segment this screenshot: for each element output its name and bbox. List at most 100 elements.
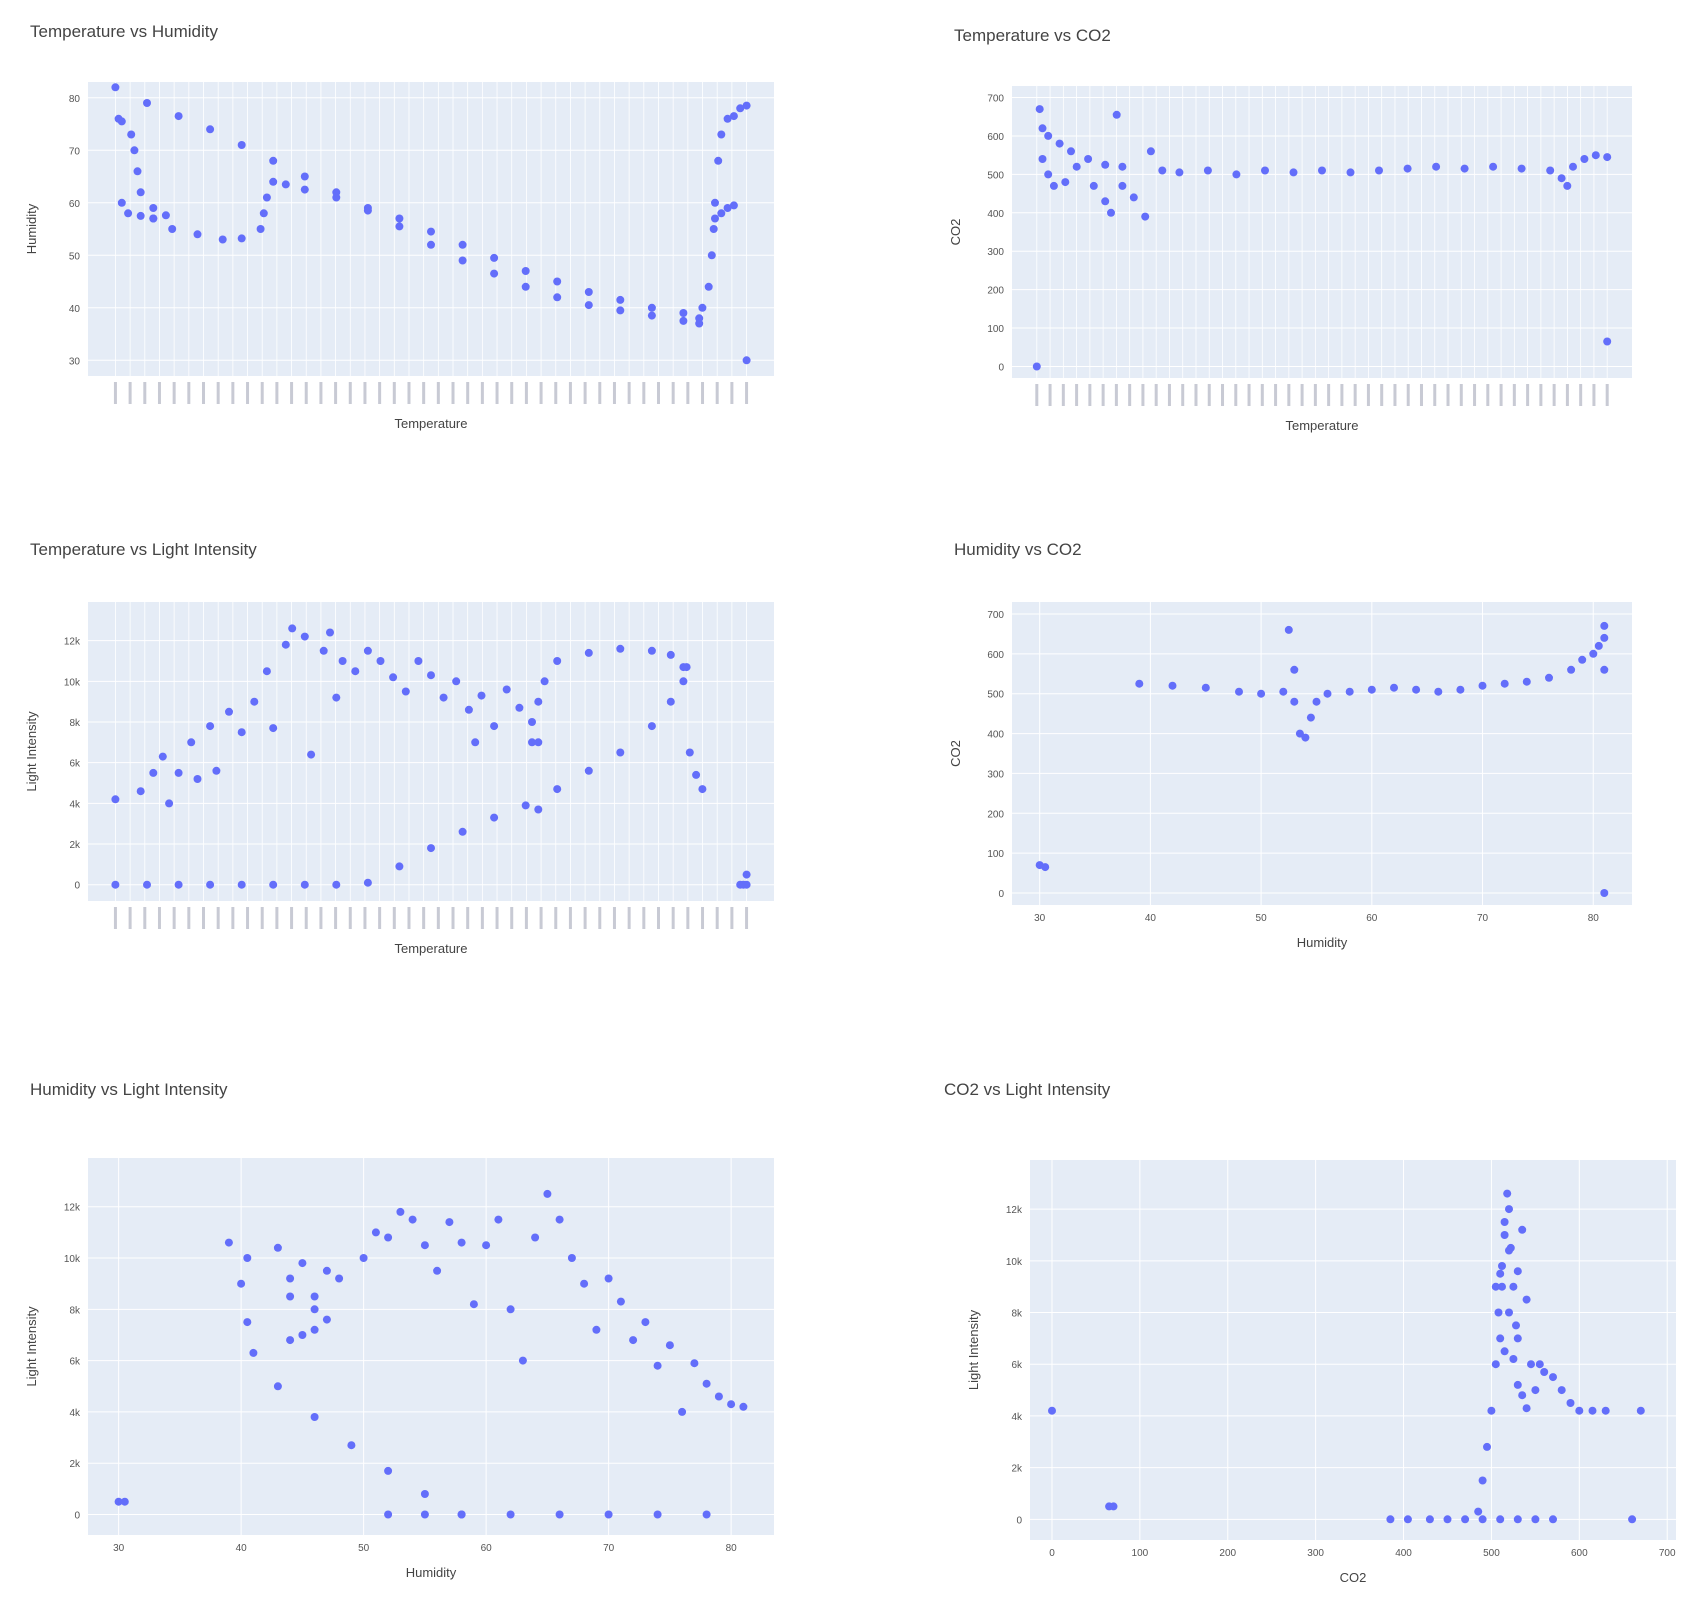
x-tick-mark — [1539, 384, 1543, 406]
data-point — [1118, 162, 1127, 171]
data-point — [729, 201, 738, 210]
data-point — [1557, 1386, 1566, 1395]
x-tick-mark — [466, 907, 470, 929]
x-tick-mark — [1459, 384, 1463, 406]
x-tick-mark — [187, 382, 191, 404]
x-tick-mark — [128, 907, 132, 929]
data-point — [1044, 170, 1053, 179]
chart-title: Temperature vs Light Intensity — [30, 540, 257, 559]
x-tick-mark — [451, 907, 455, 929]
data-point — [136, 211, 145, 220]
data-point — [1279, 687, 1288, 696]
x-tick-mark — [598, 382, 602, 404]
data-point — [1067, 147, 1075, 156]
x-tick-label: 60 — [481, 1543, 493, 1554]
x-tick-mark — [407, 907, 411, 929]
x-tick-label: 70 — [603, 1543, 615, 1554]
x-tick-mark — [1181, 384, 1185, 406]
data-point — [616, 644, 625, 653]
x-tick-mark — [1419, 384, 1423, 406]
data-point — [243, 1318, 252, 1327]
y-tick-label: 2k — [69, 840, 81, 851]
data-point — [604, 1510, 613, 1519]
data-point — [1403, 1515, 1412, 1524]
data-point — [1500, 1218, 1509, 1226]
data-point — [1500, 1231, 1509, 1239]
data-point — [521, 267, 530, 275]
x-tick-label: 400 — [1395, 1548, 1412, 1559]
data-point — [1628, 1515, 1637, 1524]
x-tick-mark — [1433, 384, 1437, 406]
data-point — [1600, 665, 1609, 674]
data-point — [679, 677, 688, 686]
data-point — [143, 880, 151, 889]
data-point — [300, 172, 309, 181]
series-markers — [1032, 105, 1612, 371]
data-point — [395, 214, 404, 223]
data-point — [307, 750, 316, 759]
data-point — [1461, 1515, 1470, 1524]
data-point — [1545, 673, 1553, 682]
data-point — [1491, 1282, 1500, 1291]
y-tick-label: 8k — [69, 1305, 81, 1316]
x-tick-label: 50 — [358, 1543, 370, 1554]
data-point — [490, 722, 499, 731]
data-point — [736, 104, 745, 113]
data-point — [1456, 685, 1465, 694]
data-point — [174, 112, 183, 121]
data-point — [322, 1315, 331, 1324]
x-tick-mark — [260, 907, 264, 929]
data-point — [1505, 1308, 1513, 1317]
data-point — [1600, 633, 1609, 642]
data-point — [679, 316, 688, 325]
data-point — [690, 1359, 699, 1368]
data-point — [553, 785, 562, 794]
data-point — [384, 1233, 393, 1242]
x-tick-mark — [422, 907, 426, 929]
y-tick-label: 8k — [1011, 1309, 1023, 1320]
data-point — [1041, 863, 1050, 872]
x-tick-mark — [627, 907, 631, 929]
data-point — [130, 146, 139, 155]
x-tick-mark — [1499, 384, 1503, 406]
data-point — [1580, 155, 1589, 163]
data-point — [1600, 621, 1609, 630]
data-point — [518, 1356, 527, 1365]
data-point — [347, 1441, 356, 1450]
data-point — [1491, 1360, 1500, 1369]
y-tick-label: 2k — [69, 1459, 81, 1470]
data-point — [286, 1274, 295, 1283]
data-point — [695, 319, 704, 328]
x-tick-mark — [554, 907, 558, 929]
data-point — [698, 785, 707, 794]
plot-hum-light: 0 2k 4k 6k 8k 10k 12k 30 40 50 60 70 80 Humidity Light… — [24, 1158, 774, 1580]
x-tick-mark — [1313, 384, 1317, 406]
data-point — [427, 671, 435, 680]
data-point — [269, 177, 278, 186]
data-point — [286, 1292, 295, 1301]
data-point — [543, 1189, 552, 1198]
data-point — [133, 167, 142, 176]
data-point — [124, 209, 133, 218]
data-point — [1049, 181, 1058, 190]
y-tick-label: 80 — [69, 94, 81, 105]
x-tick-mark — [1579, 384, 1583, 406]
x-tick-mark — [1512, 384, 1516, 406]
data-point — [1512, 1321, 1520, 1330]
x-tick-mark — [554, 382, 558, 404]
data-point — [269, 156, 278, 165]
x-tick-mark — [260, 382, 264, 404]
x-tick-mark — [730, 907, 734, 929]
x-tick-mark — [319, 907, 323, 929]
data-point — [1055, 139, 1064, 148]
data-point — [457, 1510, 466, 1519]
data-point — [528, 718, 536, 726]
data-point — [1284, 625, 1293, 634]
data-point — [206, 880, 215, 889]
data-point — [742, 101, 751, 110]
data-point — [414, 657, 423, 665]
data-point — [433, 1266, 442, 1275]
data-point — [534, 738, 543, 747]
x-tick-mark — [216, 382, 220, 404]
data-point — [1432, 162, 1441, 171]
